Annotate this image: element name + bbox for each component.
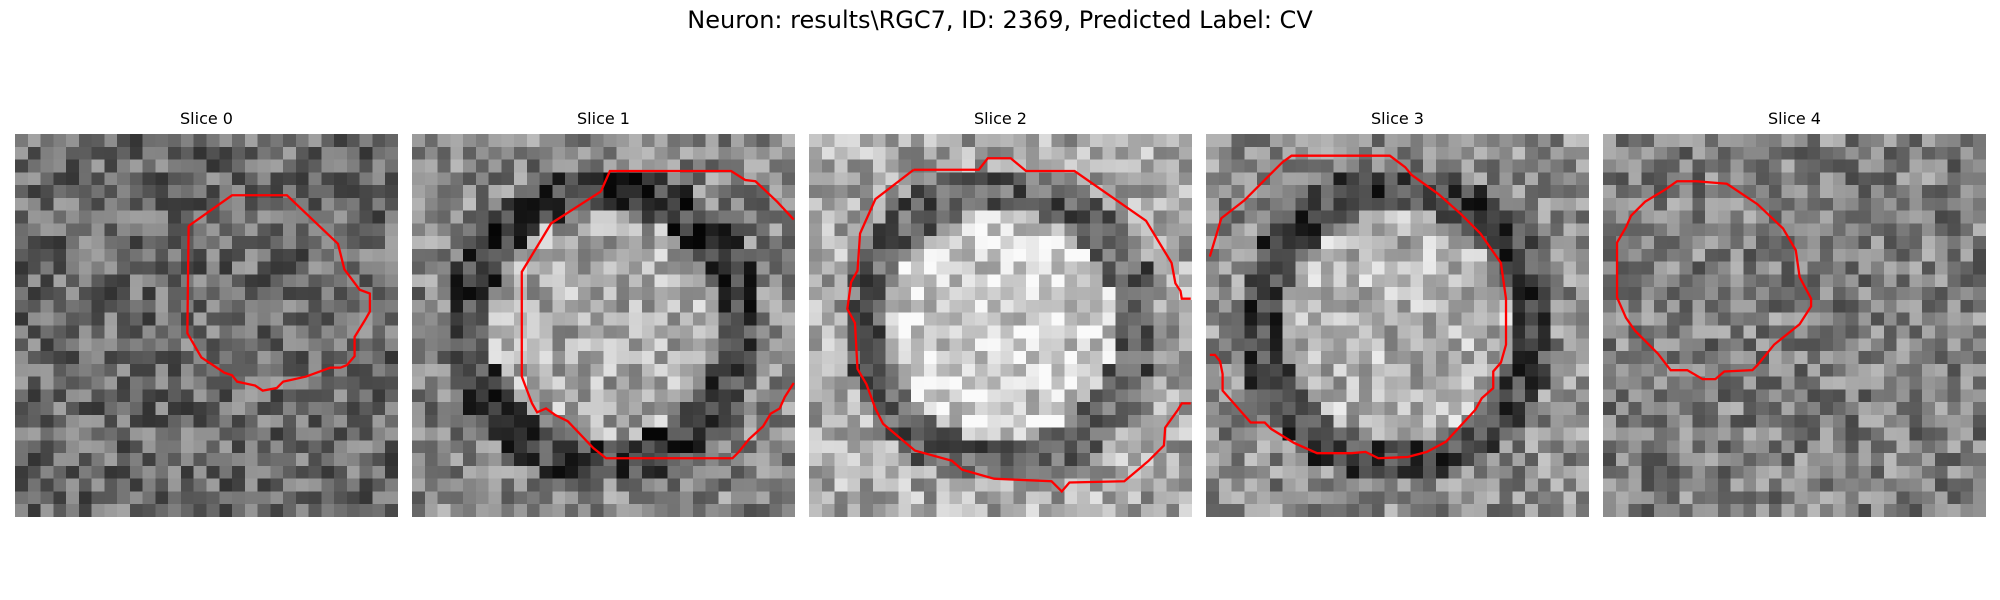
cell-contour [186,194,372,392]
slice-panel: Slice 0 [15,108,398,517]
cell-contour [520,190,795,460]
slice-panel: Slice 3 [1206,108,1589,517]
slice-image [412,134,795,517]
cell-contour [846,168,1191,494]
grayscale-pixels [1206,134,1589,517]
slice-image [1206,134,1589,517]
cell-contour [1208,154,1508,460]
grayscale-pixels [1603,134,1986,517]
slice-panel: Slice 4 [1603,108,1986,517]
slice-panel: Slice 1 [412,108,795,517]
slice-title: Slice 3 [1371,109,1424,128]
grayscale-pixels [412,134,795,517]
slice-title: Slice 4 [1768,109,1821,128]
cell-contour [599,169,795,221]
slice-title: Slice 0 [180,109,233,128]
slice-image [809,134,1192,517]
cell-contour [913,157,1191,300]
slice-image [15,134,398,517]
slice-image [1603,134,1986,517]
grayscale-pixels [15,134,398,517]
slice-title: Slice 1 [577,109,630,128]
slice-title: Slice 2 [974,109,1027,128]
slice-panel: Slice 2 [809,108,1192,517]
grayscale-pixels [809,134,1192,517]
cell-contour [1615,180,1813,381]
figure-title: Neuron: results\RGC7, ID: 2369, Predicte… [687,6,1313,34]
